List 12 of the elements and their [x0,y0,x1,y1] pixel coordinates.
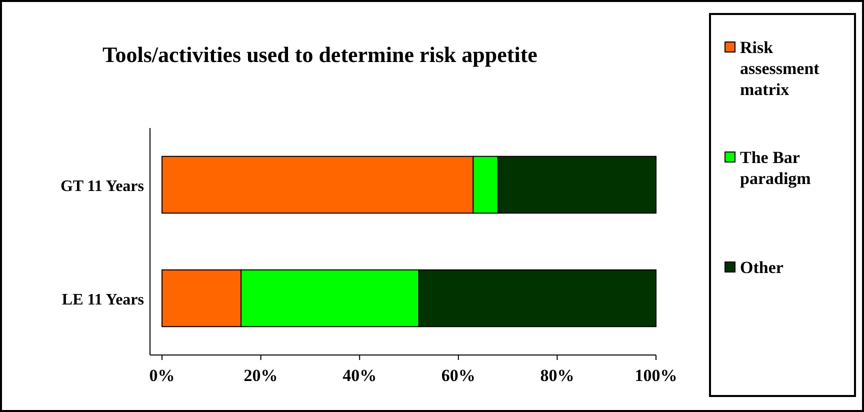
legend-label: Risk assessment matrix [740,38,820,99]
x-tick-label: 100% [634,366,678,385]
chart-title: Tools/activities used to determine risk appetite [102,42,538,67]
legend-label: The Bar paradigm [740,148,811,188]
legend-label: Other [740,258,784,277]
x-tick-label: 80% [540,366,574,385]
x-tick-label: 20% [244,366,278,385]
x-tick-label: 40% [342,366,377,385]
y-tick-label: LE 11 Years [62,291,144,308]
x-tick-label: 0% [149,366,175,385]
x-tick-label: 60% [441,366,476,385]
y-tick-label: GT 11 Years [60,178,144,195]
